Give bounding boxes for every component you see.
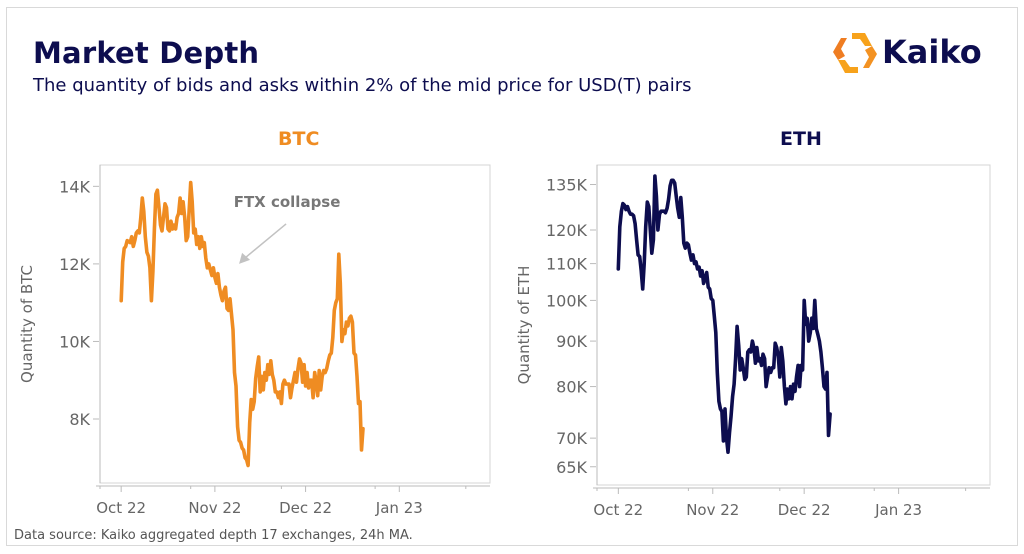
chart-frame xyxy=(6,7,1018,546)
btc-chart-title: BTC xyxy=(278,128,320,150)
x-tick-label: Nov 22 xyxy=(188,499,241,517)
kaiko-logo: Kaiko xyxy=(832,30,1002,76)
x-tick-label: Jan 23 xyxy=(375,499,423,517)
x-tick-label: Dec 22 xyxy=(778,501,831,519)
y-tick-label: 65K xyxy=(556,458,587,477)
x-tick-label: Oct 22 xyxy=(593,501,643,519)
kaiko-logo-icon xyxy=(833,33,877,73)
annotation-label: FTX collapse xyxy=(234,193,341,211)
series-line-eth xyxy=(616,174,832,454)
y-tick-label: 12K xyxy=(59,255,90,274)
y-tick-label: 135K xyxy=(546,176,588,195)
data-source-note: Data source: Kaiko aggregated depth 17 e… xyxy=(14,528,413,543)
annotation-arrowhead xyxy=(239,252,251,264)
series-line-btc xyxy=(119,180,365,468)
y-tick-label: 14K xyxy=(59,177,90,196)
y-tick-label: 70K xyxy=(556,429,587,448)
page-title: Market Depth xyxy=(33,36,260,70)
y-tick-label: 120K xyxy=(546,221,588,240)
x-tick-label: Jan 23 xyxy=(874,501,922,519)
page-subtitle: The quantity of bids and asks within 2% … xyxy=(33,75,692,96)
annotation-arrow xyxy=(244,223,287,259)
eth-chart-title: ETH xyxy=(780,128,822,150)
y-axis-label: Quantity of BTC xyxy=(18,265,36,383)
logo-text: Kaiko xyxy=(882,33,982,71)
x-tick-label: Dec 22 xyxy=(279,499,332,517)
y-tick-label: 100K xyxy=(546,291,588,310)
y-axis-label: Quantity of ETH xyxy=(515,266,533,385)
y-tick-label: 80K xyxy=(556,378,587,397)
x-tick-label: Oct 22 xyxy=(96,499,146,517)
y-tick-label: 110K xyxy=(546,255,588,274)
y-tick-label: 90K xyxy=(556,332,587,351)
x-tick-label: Nov 22 xyxy=(686,501,739,519)
y-tick-label: 8K xyxy=(69,410,90,429)
y-tick-label: 10K xyxy=(59,332,90,351)
